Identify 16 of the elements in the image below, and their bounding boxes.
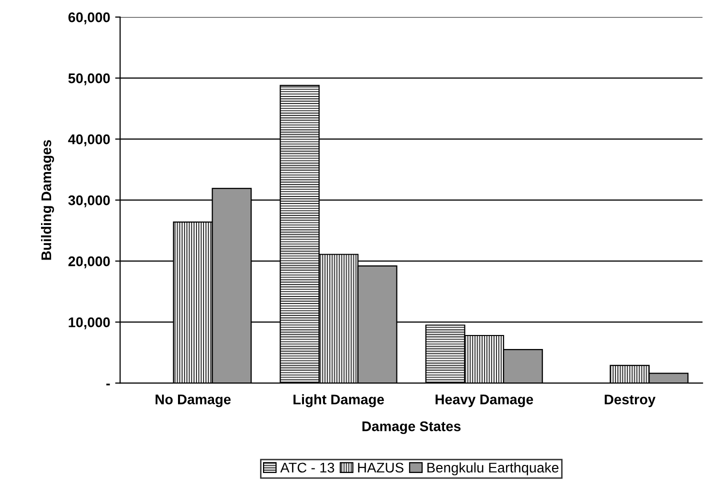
x-axis-title: Damage States — [362, 421, 461, 434]
legend-label: Bengkulu Earthquake — [427, 462, 558, 476]
x-tick-label: Light Damage — [294, 394, 384, 408]
y-tick-label: 20,000 — [68, 256, 110, 268]
legend-label: HAZUS — [358, 462, 404, 473]
y-tick-label: - — [106, 384, 110, 386]
y-tick-label: 60,000 — [68, 12, 110, 24]
y-tick-label: 50,000 — [68, 73, 110, 86]
y-tick-label: 30,000 — [68, 195, 110, 208]
x-tick-label: Heavy Damage — [436, 394, 534, 408]
x-tick-label: Destroy — [604, 394, 656, 408]
x-tick-label: No Damage — [156, 394, 231, 408]
legend-label: ATC - 13 — [280, 462, 334, 473]
y-tick-label: 10,000 — [68, 317, 110, 330]
y-tick-label: 40,000 — [68, 134, 110, 146]
y-axis-title: Building Damages — [41, 140, 54, 260]
